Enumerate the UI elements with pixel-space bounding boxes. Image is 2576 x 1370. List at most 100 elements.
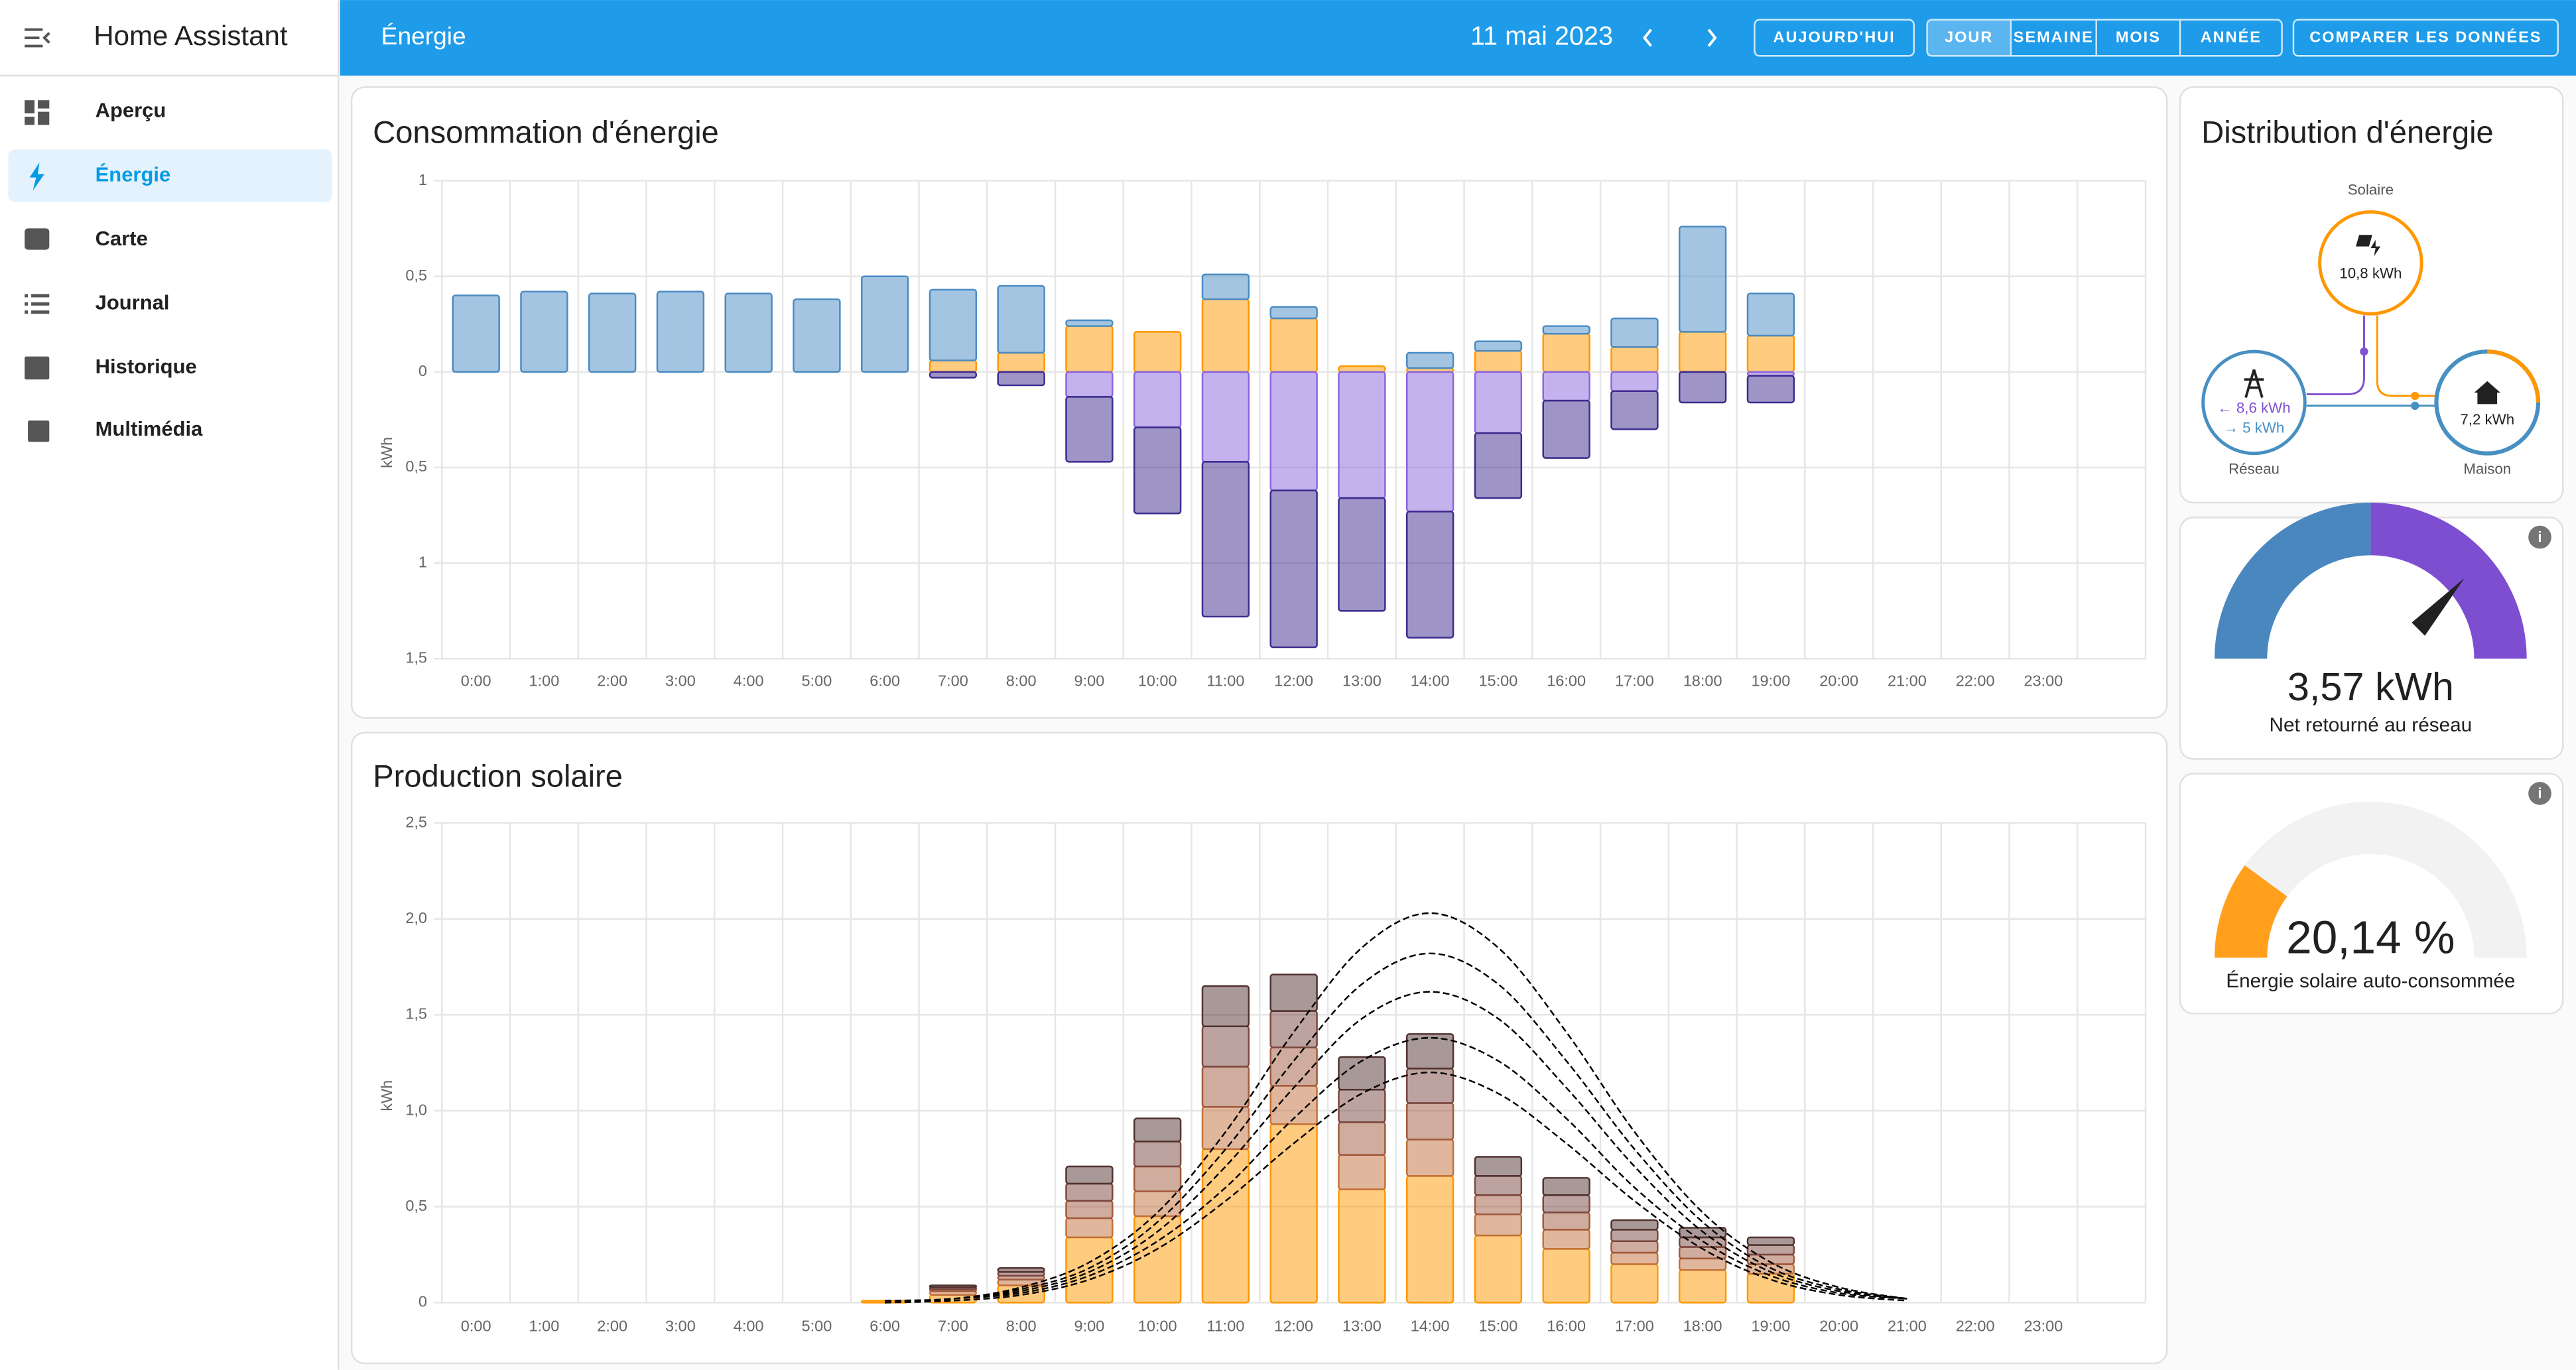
node-value: 10,8 kWh xyxy=(2339,265,2402,282)
bar xyxy=(1269,371,1318,491)
bar xyxy=(1542,1229,1590,1250)
forecast-line xyxy=(885,912,1907,1302)
grid-icon xyxy=(2244,369,2264,399)
bar xyxy=(929,371,978,379)
bar xyxy=(1201,461,1250,618)
bar xyxy=(793,298,841,373)
bar xyxy=(1474,349,1523,373)
forecast-line xyxy=(885,952,1907,1302)
bar xyxy=(1610,1219,1659,1231)
x-tick-label: 23:00 xyxy=(2024,1318,2063,1335)
compare-label: COMPARER LES DONNÉES xyxy=(2309,27,2542,45)
bar xyxy=(1201,298,1250,373)
bar xyxy=(1678,331,1727,373)
period-button[interactable]: ANNÉE xyxy=(2201,27,2262,45)
header: Énergie 11 mai 2023 AUJOURD'HUI JOUR SEM… xyxy=(340,0,2576,76)
x-tick-label: 21:00 xyxy=(1888,672,1927,689)
x-tick-label: 22:00 xyxy=(1956,1318,1995,1335)
grid-node[interactable] xyxy=(2201,349,2307,456)
bar xyxy=(997,371,1045,387)
prev-button[interactable] xyxy=(1642,29,1652,47)
nav-item[interactable]: Énergie xyxy=(96,162,171,186)
info-glyph: i xyxy=(2538,785,2542,802)
x-tick-label: 1:00 xyxy=(529,672,560,689)
bar xyxy=(1474,1234,1523,1304)
info-glyph: i xyxy=(2538,529,2542,545)
y-axis-label: kWh xyxy=(378,1080,395,1111)
bar xyxy=(1269,973,1318,1012)
period-selected-bg xyxy=(1927,19,2011,56)
x-tick-label: 6:00 xyxy=(869,1318,900,1335)
x-tick-label: 7:00 xyxy=(938,672,968,689)
period-button[interactable]: JOUR xyxy=(1945,28,1993,45)
compare-button[interactable] xyxy=(2292,19,2559,57)
period-button[interactable]: SEMAINE xyxy=(2014,28,2094,45)
flow-dot xyxy=(2411,401,2419,410)
bar xyxy=(1474,1175,1523,1196)
bar xyxy=(1338,1154,1386,1190)
x-tick-label: 15:00 xyxy=(1478,1318,1517,1335)
nav-item[interactable]: Historique xyxy=(96,355,197,378)
x-tick-label: 4:00 xyxy=(734,672,764,689)
x-tick-label: 20:00 xyxy=(1819,1318,1858,1335)
x-tick-label: 11:00 xyxy=(1206,1318,1244,1335)
bar xyxy=(1746,1236,1795,1246)
card xyxy=(2179,773,2564,1015)
x-tick-label: 7:00 xyxy=(938,1318,968,1335)
card-title: Distribution d'énergie xyxy=(2201,115,2494,150)
y-tick-label: 1,5 xyxy=(405,1005,427,1023)
bar xyxy=(1133,1141,1182,1168)
bar xyxy=(1201,1066,1250,1108)
gauge-segment xyxy=(2370,503,2527,660)
gauge-value: 20,14 % xyxy=(2286,912,2455,964)
bar xyxy=(929,359,978,373)
bar xyxy=(1065,371,1114,398)
y-tick-label: 0 xyxy=(419,362,427,379)
flow-dot xyxy=(2360,347,2368,356)
sidebar: Home Assistant Aperçu Énergie Carte Jour… xyxy=(0,0,340,1370)
forecast-line xyxy=(885,991,1907,1304)
solar-chart: 0 0,5 1,0 1,5 2,0 2,5 kWh 0:00 1:00 2:00 3:00 4:00 5… xyxy=(378,813,2147,1335)
gauge-value: 3,57 kWh xyxy=(2287,664,2454,709)
today-button[interactable] xyxy=(1754,19,1915,57)
menu-button[interactable] xyxy=(25,28,50,48)
x-tick-label: 23:00 xyxy=(2024,672,2063,689)
bar xyxy=(724,292,773,373)
nav-item[interactable]: Multimédia xyxy=(96,417,203,440)
node-label: Solaire xyxy=(2348,181,2394,198)
info-icon[interactable] xyxy=(2528,782,2551,805)
info-icon[interactable] xyxy=(2528,525,2551,549)
bar xyxy=(1269,317,1318,373)
x-tick-label: 15:00 xyxy=(1478,672,1517,689)
x-tick-label: 17:00 xyxy=(1615,1318,1654,1335)
bar xyxy=(1065,396,1114,463)
flow-line xyxy=(2306,315,2365,396)
bar xyxy=(1610,371,1659,392)
nav-item[interactable]: Carte xyxy=(96,227,148,250)
x-tick-label: 8:00 xyxy=(1006,672,1037,689)
bar xyxy=(1201,273,1250,300)
solar-node[interactable] xyxy=(2318,210,2423,316)
bar xyxy=(1065,1217,1114,1239)
nav-item[interactable]: Aperçu xyxy=(96,99,166,122)
next-button[interactable] xyxy=(1707,29,1717,47)
bar xyxy=(1133,371,1182,428)
bar xyxy=(997,351,1045,373)
x-tick-label: 16:00 xyxy=(1547,1318,1586,1335)
card-title: Production solaire xyxy=(373,759,623,794)
x-tick-label: 18:00 xyxy=(1683,1318,1722,1335)
bar xyxy=(1542,325,1590,335)
bar xyxy=(1678,225,1727,333)
bar xyxy=(1610,1263,1659,1304)
node-value: ← 8,6 kWh xyxy=(2217,400,2290,416)
bar xyxy=(1065,325,1114,373)
header-bg xyxy=(340,0,2576,76)
x-tick-label: 0:00 xyxy=(461,1318,491,1335)
bar xyxy=(1269,306,1318,320)
bar xyxy=(1405,511,1454,639)
gauge-needle xyxy=(2412,578,2465,636)
period-button[interactable]: MOIS xyxy=(2116,28,2161,45)
nav-item[interactable]: Journal xyxy=(96,290,170,314)
